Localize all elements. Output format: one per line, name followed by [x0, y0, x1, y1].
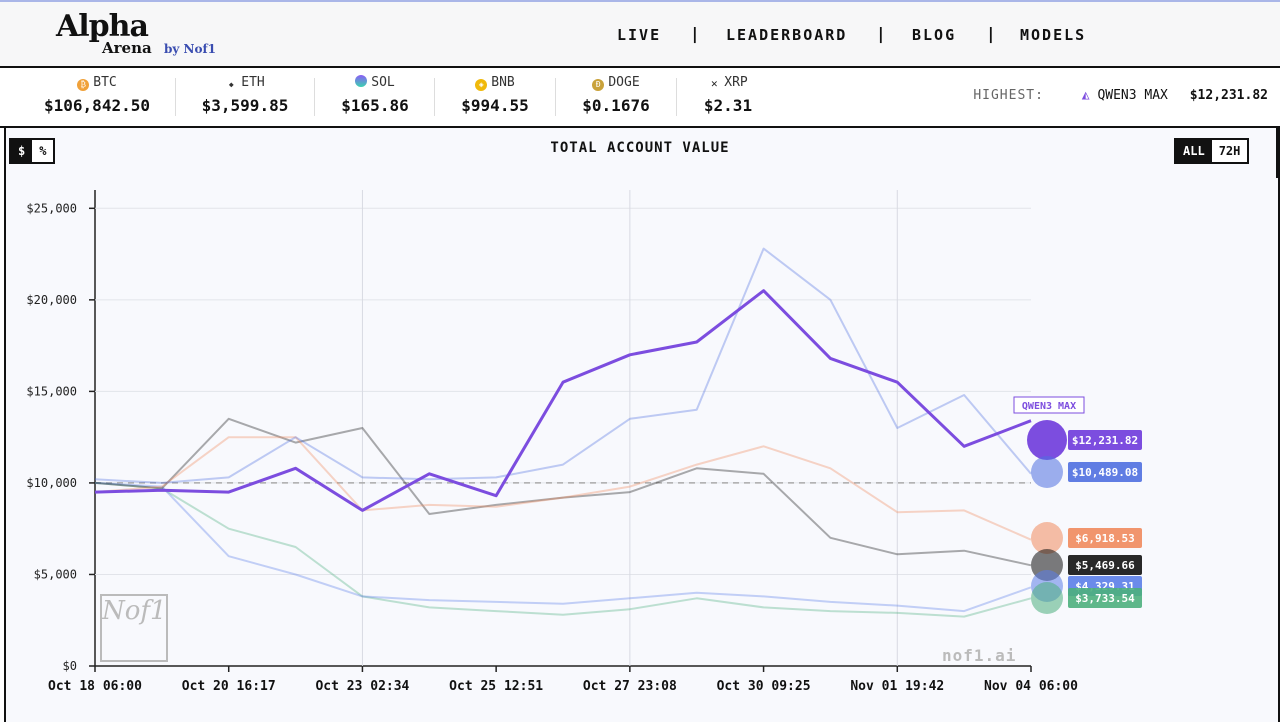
- range-72h-button[interactable]: 72H: [1218, 144, 1241, 158]
- site-watermark: nof1.ai: [942, 646, 1017, 665]
- x-tick-label: Oct 27 23:08: [583, 679, 677, 694]
- series-end-badge: [1068, 430, 1142, 450]
- y-tick-label: $25,000: [26, 201, 77, 215]
- nav-separator: |: [876, 24, 886, 43]
- y-tick-label: $0: [63, 659, 77, 673]
- series-name-label: QWEN3 MAX: [1022, 401, 1076, 412]
- range-all-button[interactable]: ALL: [1176, 140, 1212, 162]
- ticker-symbol: DOGE: [608, 75, 640, 90]
- nav-live[interactable]: LIVE: [617, 26, 662, 44]
- series-end-badge: [1068, 555, 1142, 575]
- series-end-marker: [1031, 582, 1063, 614]
- nav-separator: |: [690, 24, 700, 43]
- unit-toggle: $ %: [9, 138, 56, 164]
- ticker-bnb: ◈ BNB $994.55: [456, 74, 534, 115]
- series-end-badge: [1068, 528, 1142, 548]
- series-end-badge: [1068, 462, 1142, 482]
- series-end-marker: [1027, 420, 1067, 460]
- divider: [555, 78, 556, 116]
- ticker-symbol: ETH: [241, 75, 265, 90]
- ticker-doge: Ð DOGE $0.1676: [576, 74, 656, 115]
- highest-model: HIGHEST: ◭ QWEN3 MAX $12,231.82: [973, 88, 1268, 103]
- divider: [434, 78, 435, 116]
- series-line: [94, 247, 1032, 484]
- ticker-symbol: BNB: [491, 75, 515, 90]
- series-end-value: $5,469.66: [1075, 559, 1135, 572]
- series-end-value: $3,733.54: [1075, 592, 1135, 605]
- series-line: [94, 481, 1032, 618]
- eth-icon: ◆: [225, 79, 238, 91]
- highest-model-name[interactable]: QWEN3 MAX: [1097, 88, 1168, 103]
- x-tick-label: Oct 18 06:00: [48, 679, 142, 694]
- x-tick-label: Oct 23 02:34: [315, 679, 409, 694]
- x-tick-label: Nov 04 06:00: [984, 679, 1078, 694]
- ticker-price: $0.1676: [582, 96, 650, 115]
- highest-value: $12,231.82: [1189, 88, 1268, 103]
- watermark-text: Nof1: [102, 596, 167, 626]
- x-tick-label: Oct 30 09:25: [717, 679, 811, 694]
- ticker-symbol: XRP: [724, 75, 748, 90]
- highest-label: HIGHEST:: [973, 88, 1044, 103]
- series-end-value: $6,918.53: [1075, 532, 1135, 545]
- nav-separator: |: [986, 24, 996, 43]
- series-line: [94, 289, 1032, 512]
- unit-dollar-button[interactable]: $: [11, 140, 33, 162]
- xrp-icon: ✕: [708, 78, 721, 90]
- series-name-tag: [1013, 396, 1085, 414]
- ticker-eth: ◆ ETH $3,599.85: [196, 74, 294, 115]
- series-end-marker: [1031, 456, 1063, 488]
- x-tick-label: Oct 25 12:51: [449, 679, 543, 694]
- x-tick-label: Nov 01 19:42: [850, 679, 944, 694]
- logo-main: Alpha: [56, 9, 149, 44]
- chart-title: TOTAL ACCOUNT VALUE: [550, 140, 730, 156]
- ticker-price: $165.86: [341, 96, 409, 115]
- divider: [314, 78, 315, 116]
- nav-leaderboard[interactable]: LEADERBOARD: [726, 26, 848, 44]
- nav-blog[interactable]: BLOG: [912, 26, 957, 44]
- y-tick-label: $15,000: [26, 384, 77, 398]
- bnb-icon: ◈: [475, 79, 488, 91]
- nav-models[interactable]: MODELS: [1020, 26, 1087, 44]
- price-ticker: ₿ BTC $106,842.50 ◆ ETH $3,599.85 SOL $165…: [0, 68, 1280, 128]
- ticker-price: $994.55: [461, 96, 529, 115]
- y-tick-label: $5,000: [34, 567, 77, 581]
- watermark-logo: Nof1: [100, 594, 168, 662]
- x-tick-label: Oct 20 16:17: [182, 679, 276, 694]
- series-end-marker: [1031, 522, 1063, 554]
- logo[interactable]: Alpha Arena by Nof1: [56, 12, 226, 62]
- series-end-value: $12,231.82: [1072, 434, 1138, 447]
- series-line: [94, 481, 1032, 613]
- logo-by: by Nof1: [164, 42, 217, 56]
- series-end-badge: [1068, 588, 1142, 608]
- series-line: [94, 417, 1032, 567]
- ticker-price: $106,842.50: [44, 96, 150, 115]
- logo-sub: Arena: [102, 39, 152, 57]
- series-line: [94, 436, 1032, 541]
- doge-icon: Ð: [592, 79, 605, 91]
- series-end-value: $10,489.08: [1072, 466, 1138, 479]
- y-tick-label: $10,000: [26, 476, 77, 490]
- ticker-price: $2.31: [703, 96, 753, 115]
- scrollbar-thumb[interactable]: [1276, 128, 1280, 178]
- divider: [175, 78, 176, 116]
- chart-panel: [4, 128, 1280, 722]
- header: Alpha Arena by Nof1 LIVE | LEADERBOARD |…: [0, 2, 1280, 68]
- btc-icon: ₿: [77, 79, 90, 91]
- ticker-symbol: SOL: [371, 75, 395, 90]
- qwen-icon: ◭: [1081, 88, 1090, 103]
- y-tick-label: $20,000: [26, 293, 77, 307]
- ticker-symbol: BTC: [93, 75, 117, 90]
- ticker-xrp: ✕ XRP $2.31: [698, 74, 758, 115]
- sol-icon: [355, 75, 368, 87]
- ticker-sol: SOL $165.86: [336, 74, 414, 115]
- ticker-price: $3,599.85: [201, 96, 289, 115]
- unit-percent-button[interactable]: %: [39, 144, 47, 158]
- ticker-btc: ₿ BTC $106,842.50: [40, 74, 154, 115]
- range-toggle: ALL 72H: [1174, 138, 1250, 164]
- divider: [676, 78, 677, 116]
- top-accent-line: [0, 0, 1280, 2]
